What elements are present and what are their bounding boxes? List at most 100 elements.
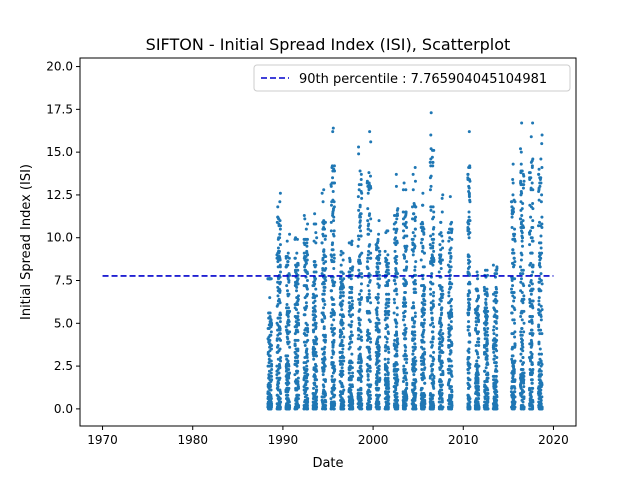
data-point (386, 380, 390, 383)
data-point (376, 265, 380, 269)
data-point (387, 390, 391, 394)
data-point (368, 369, 372, 373)
data-point (360, 338, 364, 342)
data-point (278, 200, 282, 204)
data-point (275, 386, 279, 390)
data-point (519, 385, 523, 389)
data-point (540, 282, 544, 286)
data-point (450, 400, 454, 404)
data-point (422, 321, 426, 325)
data-point (513, 330, 517, 334)
data-point (302, 385, 306, 389)
data-point (375, 388, 379, 392)
data-point (278, 313, 282, 317)
data-point (377, 405, 381, 409)
data-point (537, 403, 541, 407)
data-point (438, 232, 442, 236)
data-point (386, 332, 390, 336)
data-point (332, 256, 336, 260)
data-point (412, 407, 416, 411)
data-point (404, 267, 408, 271)
data-point (305, 333, 309, 337)
data-point (313, 212, 317, 216)
y-tick-label: 5.0 (54, 316, 73, 330)
data-point (331, 344, 335, 348)
data-point (421, 332, 425, 336)
data-point (484, 366, 488, 370)
data-point (475, 270, 479, 274)
data-point (512, 256, 516, 260)
data-point (394, 368, 398, 372)
data-point (519, 258, 523, 262)
data-point (530, 289, 534, 293)
data-point (413, 356, 417, 360)
data-point (467, 222, 471, 226)
data-point (431, 373, 435, 377)
data-point (360, 275, 364, 279)
data-point (522, 179, 526, 183)
data-point (286, 337, 290, 341)
data-point (431, 359, 435, 363)
data-point (423, 381, 427, 385)
data-point (429, 301, 433, 305)
data-point (375, 374, 379, 378)
data-point (329, 220, 333, 224)
data-point (420, 376, 424, 380)
data-point (296, 282, 300, 286)
data-point (405, 361, 409, 365)
data-point (306, 222, 310, 226)
data-point (395, 391, 399, 395)
data-point (267, 357, 271, 361)
data-point (315, 294, 319, 298)
data-point (369, 256, 373, 260)
data-point (510, 354, 514, 358)
data-point (476, 373, 480, 377)
data-point (519, 280, 523, 284)
data-point (422, 289, 426, 293)
data-point (395, 261, 399, 265)
data-point (467, 302, 471, 306)
data-point (413, 179, 417, 183)
data-point (429, 292, 433, 296)
data-point (293, 306, 297, 310)
data-point (540, 381, 544, 385)
data-point (448, 236, 452, 240)
data-point (322, 306, 326, 310)
data-point (440, 323, 444, 327)
data-point (338, 277, 342, 281)
data-point (377, 219, 381, 223)
data-point (519, 359, 523, 363)
data-point (485, 330, 489, 334)
data-point (420, 321, 424, 325)
data-point (537, 374, 541, 378)
data-point (395, 403, 399, 407)
data-point (431, 330, 435, 334)
data-point (369, 229, 373, 233)
data-point (339, 253, 343, 257)
data-point (494, 285, 498, 289)
data-point (467, 210, 471, 214)
data-point (476, 277, 480, 281)
data-point (423, 299, 427, 303)
data-point (377, 258, 381, 262)
data-point (520, 318, 524, 322)
data-point (428, 287, 432, 291)
data-point (476, 388, 480, 392)
data-point (539, 279, 543, 283)
data-point (296, 376, 300, 380)
data-point (537, 323, 541, 327)
data-point (475, 378, 479, 382)
data-point (339, 301, 343, 305)
data-point (296, 330, 300, 334)
data-point (395, 255, 399, 259)
data-point (440, 383, 444, 387)
data-point (448, 260, 452, 264)
data-point (482, 326, 486, 330)
data-point (483, 395, 487, 399)
data-point (285, 378, 289, 382)
data-point (306, 272, 310, 276)
data-point (267, 407, 271, 411)
data-point (474, 402, 478, 406)
data-point (323, 285, 327, 289)
data-point (402, 369, 406, 373)
